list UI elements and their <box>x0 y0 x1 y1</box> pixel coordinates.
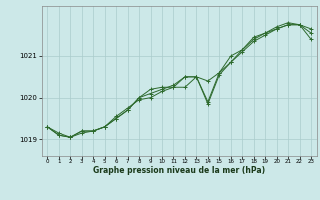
X-axis label: Graphe pression niveau de la mer (hPa): Graphe pression niveau de la mer (hPa) <box>93 166 265 175</box>
